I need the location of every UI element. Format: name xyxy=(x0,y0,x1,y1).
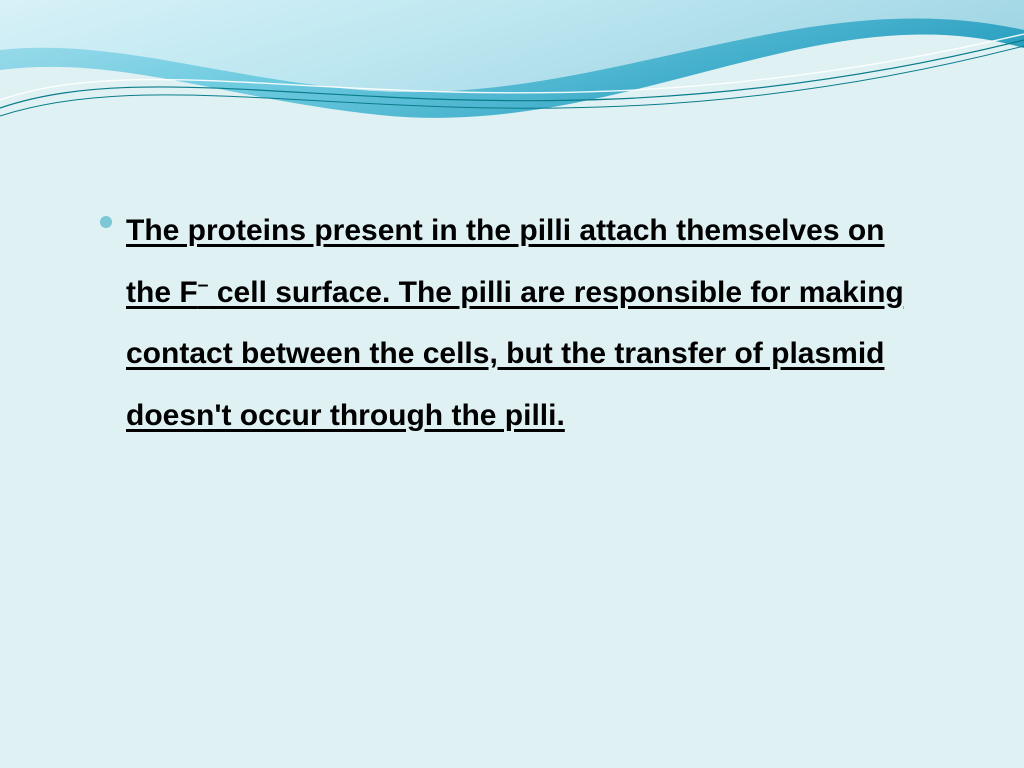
body-text-after: cell surface. The pilli are responsible … xyxy=(126,276,904,432)
bullet-marker xyxy=(100,216,112,228)
slide-wave-header xyxy=(0,0,1024,180)
slide: The proteins present in the pilli attach… xyxy=(0,0,1024,768)
body-text-sup: – xyxy=(198,274,209,296)
bullet-text: The proteins present in the pilli attach… xyxy=(126,200,920,446)
slide-body: The proteins present in the pilli attach… xyxy=(100,200,920,446)
bullet-item: The proteins present in the pilli attach… xyxy=(100,200,920,446)
